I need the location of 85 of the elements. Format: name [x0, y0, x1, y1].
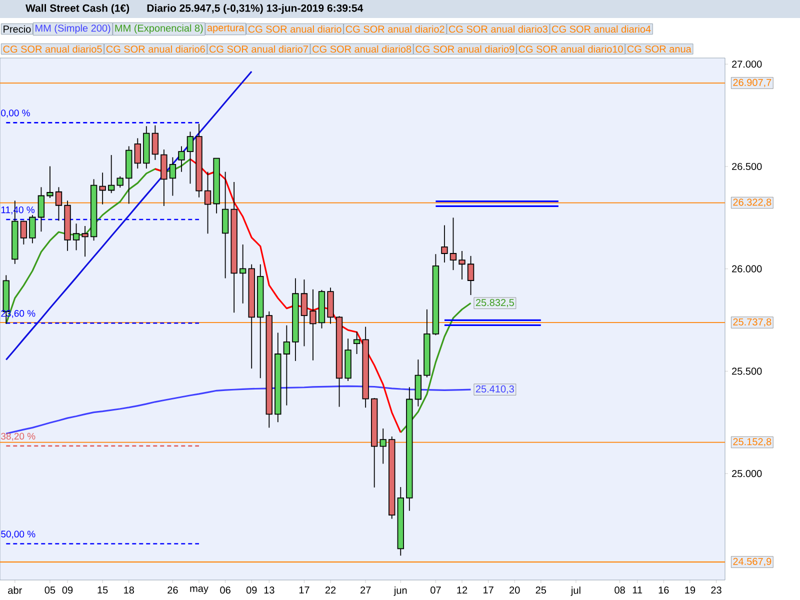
text: CG SOR anual diario10	[518, 45, 623, 53]
series-label: 0,00 %	[1, 110, 30, 118]
candlestick	[204, 171, 212, 234]
text: MM (Exponencial 8)	[115, 24, 203, 34]
x-tick-label: 20	[510, 586, 520, 594]
candlestick	[310, 288, 316, 361]
candlestick	[134, 138, 141, 169]
ref-line-label: 25.737,8	[733, 318, 772, 327]
x-tick-label: 17	[299, 586, 310, 594]
candlestick	[169, 156, 176, 196]
candlestick	[283, 324, 290, 406]
text: CG SOR anual diario4	[552, 25, 651, 33]
candlestick	[240, 244, 246, 304]
ref-line-label: 25.152,8	[733, 438, 772, 446]
x-tick-label: 16	[658, 586, 669, 594]
candlestick	[414, 359, 422, 407]
x-tick-label: 27	[360, 586, 371, 594]
x-tick-label: 19	[685, 586, 696, 594]
y-tick-label: 27.000	[732, 60, 762, 68]
candlestick	[72, 223, 80, 251]
x-tick-label: 12	[457, 586, 468, 594]
x-tick-label: 09	[62, 586, 73, 594]
candlestick	[380, 428, 386, 464]
x-tick-label: 13	[264, 586, 274, 594]
text: Precio	[4, 25, 31, 33]
candlestick	[178, 146, 185, 172]
candlestick	[467, 256, 474, 296]
x-tick-label: 22	[325, 586, 336, 594]
text: CG SOR anual diario9	[416, 45, 514, 53]
candlestick	[441, 224, 448, 263]
candlestick	[108, 154, 115, 194]
y-tick-label: 25.500	[732, 368, 762, 375]
text: CG SOR anual diario3	[448, 25, 548, 33]
x-tick-label: 09	[246, 586, 257, 594]
x-tick-label: 15	[98, 586, 108, 594]
text: CG SOR anual diario7	[209, 45, 308, 53]
ref-line-label: 26.322,8	[733, 198, 772, 207]
series-label: 50,00 %	[1, 530, 36, 539]
x-tick-label: 23	[711, 586, 722, 594]
candlestick	[186, 131, 194, 184]
candlestick	[38, 186, 45, 232]
text: CG SOR anual diario6	[106, 45, 205, 53]
text: CG SOR anual diario	[248, 25, 342, 33]
series-label: 38,20 %	[1, 432, 36, 441]
candlestick	[152, 124, 159, 160]
y-tick-label: 25.000	[732, 470, 762, 478]
data-label: 25.832,5	[476, 299, 514, 308]
x-tick-label: 07	[430, 586, 441, 594]
candlestick	[450, 217, 457, 271]
candlestick	[82, 226, 88, 258]
y-tick-label: 26.500	[732, 162, 762, 170]
candlestick	[458, 250, 466, 280]
chart-subtitle: Diario 25.947,5 (-0,31%) 13-jun-2019 6:39:54	[147, 4, 364, 14]
x-tick-label: 11	[632, 586, 642, 594]
chart-title: Wall Street Cash (1€)	[26, 4, 130, 14]
x-tick-label: 18	[124, 586, 134, 594]
text: CG SOR anual diario8	[312, 45, 412, 53]
x-tick-label: 05	[44, 586, 56, 594]
text: CG SOR anual diario5	[3, 45, 102, 53]
candlestick	[222, 171, 229, 279]
x-tick-label: 06	[220, 586, 230, 594]
candlestick	[55, 186, 62, 222]
ref-line-label: 24.567,9	[733, 558, 772, 566]
x-tick-label: jun	[394, 586, 407, 596]
candlestick	[116, 176, 124, 188]
text: CG SOR anua	[627, 45, 692, 53]
x-tick-label: jul	[570, 586, 580, 596]
candlestick	[353, 331, 360, 354]
ref-line-label: 26.907,7	[733, 78, 772, 88]
text: CG SOR anual diario2	[346, 25, 444, 33]
x-tick-label: 26	[168, 586, 178, 594]
x-tick-label: may	[190, 586, 208, 594]
candlestick	[300, 279, 308, 347]
y-tick-label: 26.000	[732, 265, 762, 272]
text: MM (Simple 200)	[36, 24, 110, 34]
candlestick	[20, 220, 28, 245]
x-tick-label: 25	[536, 586, 546, 594]
candlestick	[29, 214, 36, 244]
x-tick-label: 08	[614, 586, 625, 594]
candlestick	[46, 166, 54, 198]
x-tick-label: abr	[8, 586, 22, 594]
candlestick	[99, 172, 106, 205]
data-label: 25.410,3	[476, 385, 514, 394]
text: apertura	[207, 24, 244, 34]
x-tick-label: 17	[484, 586, 494, 594]
